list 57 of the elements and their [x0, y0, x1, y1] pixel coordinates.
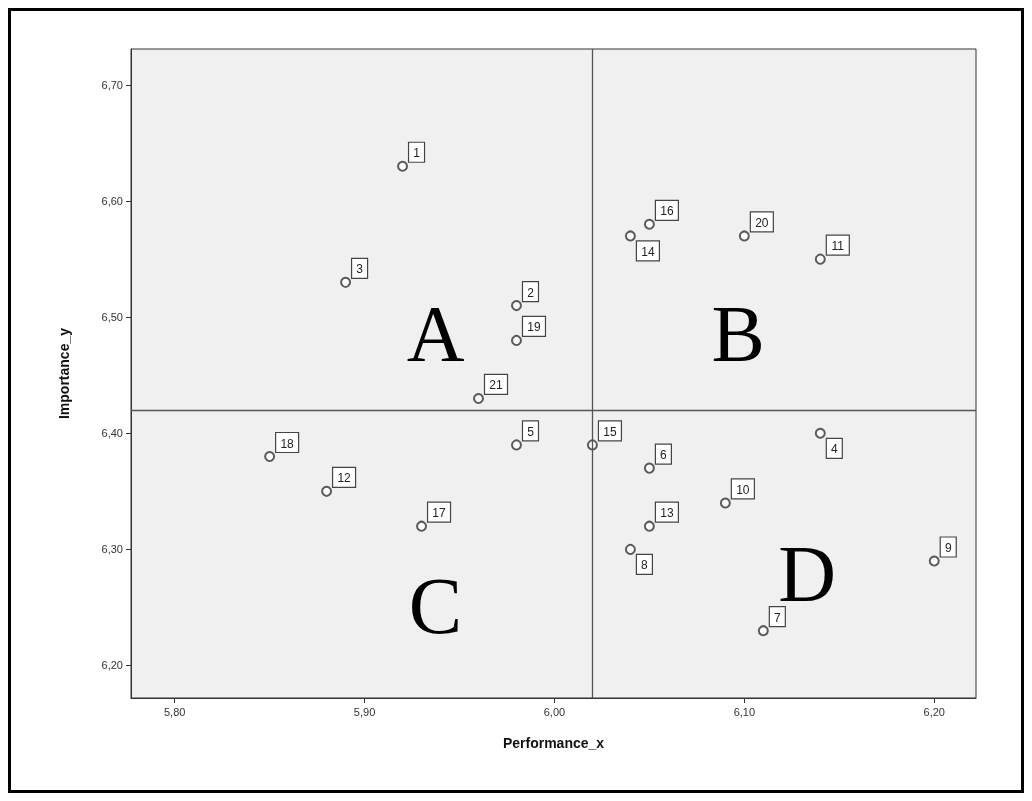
annotation: 4: [830, 442, 838, 457]
point: [624, 230, 636, 242]
y-tick-label: 6,20: [101, 659, 123, 672]
x-tick-label: 5,80: [163, 705, 186, 718]
annotation: 20: [755, 215, 769, 230]
point: [510, 439, 522, 451]
annotation: C: [408, 561, 463, 650]
annotation: 17: [432, 506, 447, 521]
y-tick-label: 6,70: [101, 78, 123, 91]
y-axis-title: Importance_y: [56, 327, 72, 420]
point: [340, 276, 352, 288]
annotation: 18: [280, 436, 295, 451]
annotation: 2: [527, 285, 535, 300]
y-tick-label: 6,30: [101, 543, 123, 556]
annotation: 16: [660, 204, 674, 219]
x-tick-label: 6,00: [543, 705, 566, 718]
point: [264, 451, 276, 463]
y-tick-label: 6,40: [101, 427, 123, 440]
annotation: 1: [413, 146, 421, 161]
y-tick-label: 6,60: [101, 195, 123, 208]
point: [719, 497, 731, 509]
point: [397, 160, 409, 172]
annotation: 9: [944, 541, 952, 555]
point: [624, 543, 636, 555]
point: [416, 520, 428, 532]
annotation: 7: [773, 610, 781, 625]
annotation: 11: [831, 239, 845, 254]
point: [510, 334, 522, 346]
annotation: 19: [527, 320, 541, 335]
annotation: B: [711, 290, 765, 379]
annotation: 3: [356, 262, 364, 277]
point: [738, 230, 750, 242]
annotation: A: [406, 290, 465, 379]
point: [757, 625, 769, 637]
point: [814, 427, 826, 439]
annotation: 15: [603, 424, 617, 439]
annotation: 21: [489, 378, 503, 393]
annotation: 6: [660, 448, 668, 463]
x-tick-label: 6,20: [923, 705, 945, 718]
annotation: 14: [641, 244, 655, 259]
annotation: 13: [660, 506, 674, 521]
annotation: 8: [641, 558, 649, 573]
x-tick-label: 6,10: [733, 705, 756, 718]
point: [510, 300, 522, 312]
x-axis-title: Performance_x: [502, 735, 605, 751]
point: [643, 218, 655, 230]
annotation: 5: [527, 424, 535, 439]
y-tick-label: 6,50: [101, 311, 123, 324]
x-tick-label: 5,90: [353, 705, 376, 718]
point: [473, 392, 484, 404]
point: [643, 462, 655, 474]
point: [814, 253, 826, 265]
point: [321, 485, 333, 497]
point: [643, 520, 655, 532]
point: [928, 555, 940, 567]
annotation: 10: [736, 482, 750, 497]
annotation: 12: [337, 471, 352, 486]
